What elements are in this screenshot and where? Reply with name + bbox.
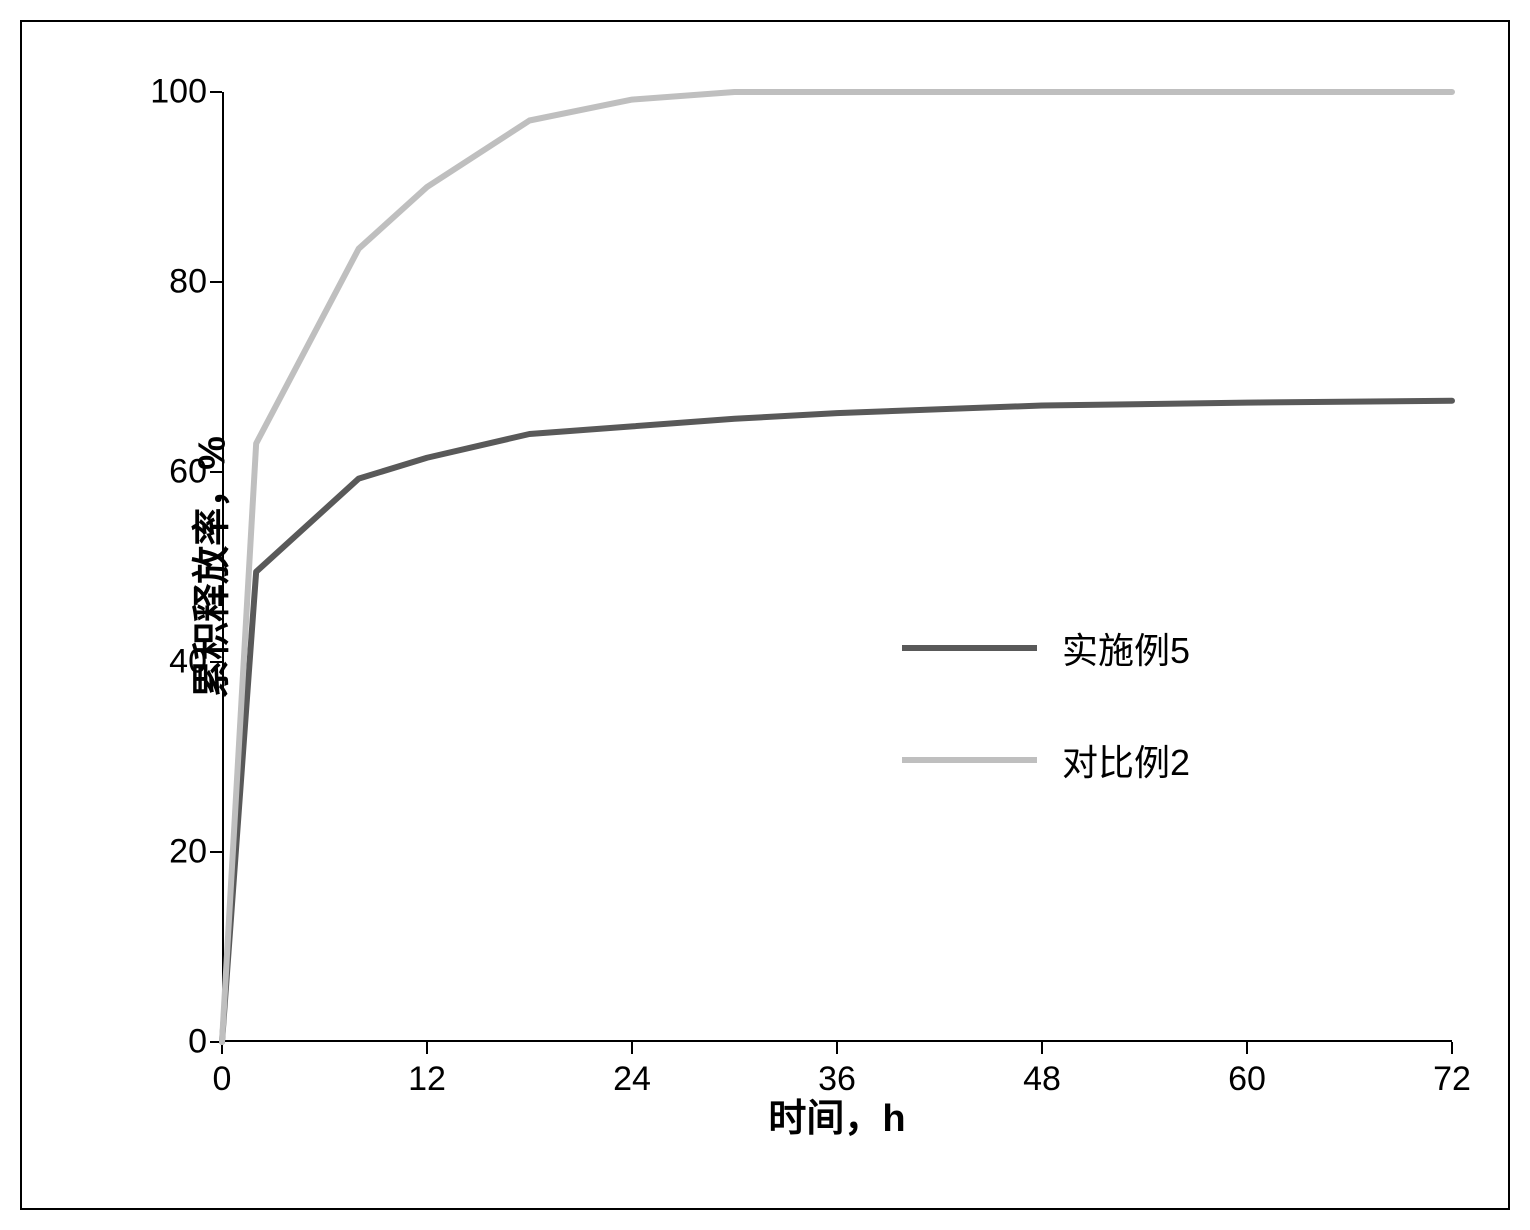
- legend-line-1: [902, 757, 1037, 763]
- y-tick-label: 100: [117, 73, 207, 112]
- y-tick-label: 80: [117, 263, 207, 302]
- x-tick-label: 60: [1228, 1060, 1266, 1099]
- x-tick: [1041, 1042, 1043, 1054]
- series-line-0: [222, 401, 1452, 1042]
- x-tick: [1246, 1042, 1248, 1054]
- legend-item-1: 对比例2: [902, 734, 1190, 786]
- y-tick-label: 0: [117, 1023, 207, 1062]
- x-tick-label: 12: [408, 1060, 446, 1099]
- legend-label-1: 对比例2: [1062, 734, 1190, 786]
- x-tick: [1451, 1042, 1453, 1054]
- legend-label-0: 实施例5: [1062, 622, 1190, 674]
- x-tick: [631, 1042, 633, 1054]
- y-tick: [210, 851, 222, 853]
- y-tick-label: 60: [117, 453, 207, 492]
- x-tick-label: 36: [818, 1060, 856, 1099]
- y-tick: [210, 471, 222, 473]
- series-lines: [222, 92, 1452, 1042]
- x-tick: [836, 1042, 838, 1054]
- y-tick-label: 20: [117, 833, 207, 872]
- x-tick-label: 48: [1023, 1060, 1061, 1099]
- x-tick-label: 24: [613, 1060, 651, 1099]
- y-tick: [210, 281, 222, 283]
- legend-line-0: [902, 645, 1037, 651]
- y-tick: [210, 91, 222, 93]
- plot-area: 累积释放率，% 时间，h 020406080100 0122436486072 …: [222, 92, 1452, 1042]
- chart-frame: 累积释放率，% 时间，h 020406080100 0122436486072 …: [20, 20, 1510, 1210]
- series-line-1: [222, 92, 1452, 1042]
- legend-item-0: 实施例5: [902, 622, 1190, 674]
- x-tick: [426, 1042, 428, 1054]
- x-tick-label: 72: [1433, 1060, 1471, 1099]
- y-tick: [210, 661, 222, 663]
- legend: 实施例5 对比例2: [902, 622, 1190, 846]
- y-tick-label: 40: [117, 643, 207, 682]
- x-tick-label: 0: [213, 1060, 232, 1099]
